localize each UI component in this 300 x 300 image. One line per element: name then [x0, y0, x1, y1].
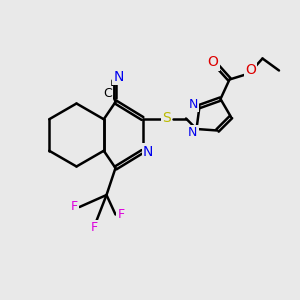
Text: S: S	[162, 112, 171, 125]
Text: O: O	[208, 56, 218, 69]
Text: F: F	[70, 200, 78, 213]
Text: N: N	[188, 126, 198, 139]
Text: C: C	[103, 86, 112, 100]
Text: N: N	[113, 70, 124, 83]
Text: F: F	[117, 208, 124, 221]
Text: F: F	[91, 221, 98, 234]
Text: O: O	[245, 63, 256, 77]
Text: N: N	[143, 145, 153, 158]
Text: N: N	[189, 98, 198, 111]
